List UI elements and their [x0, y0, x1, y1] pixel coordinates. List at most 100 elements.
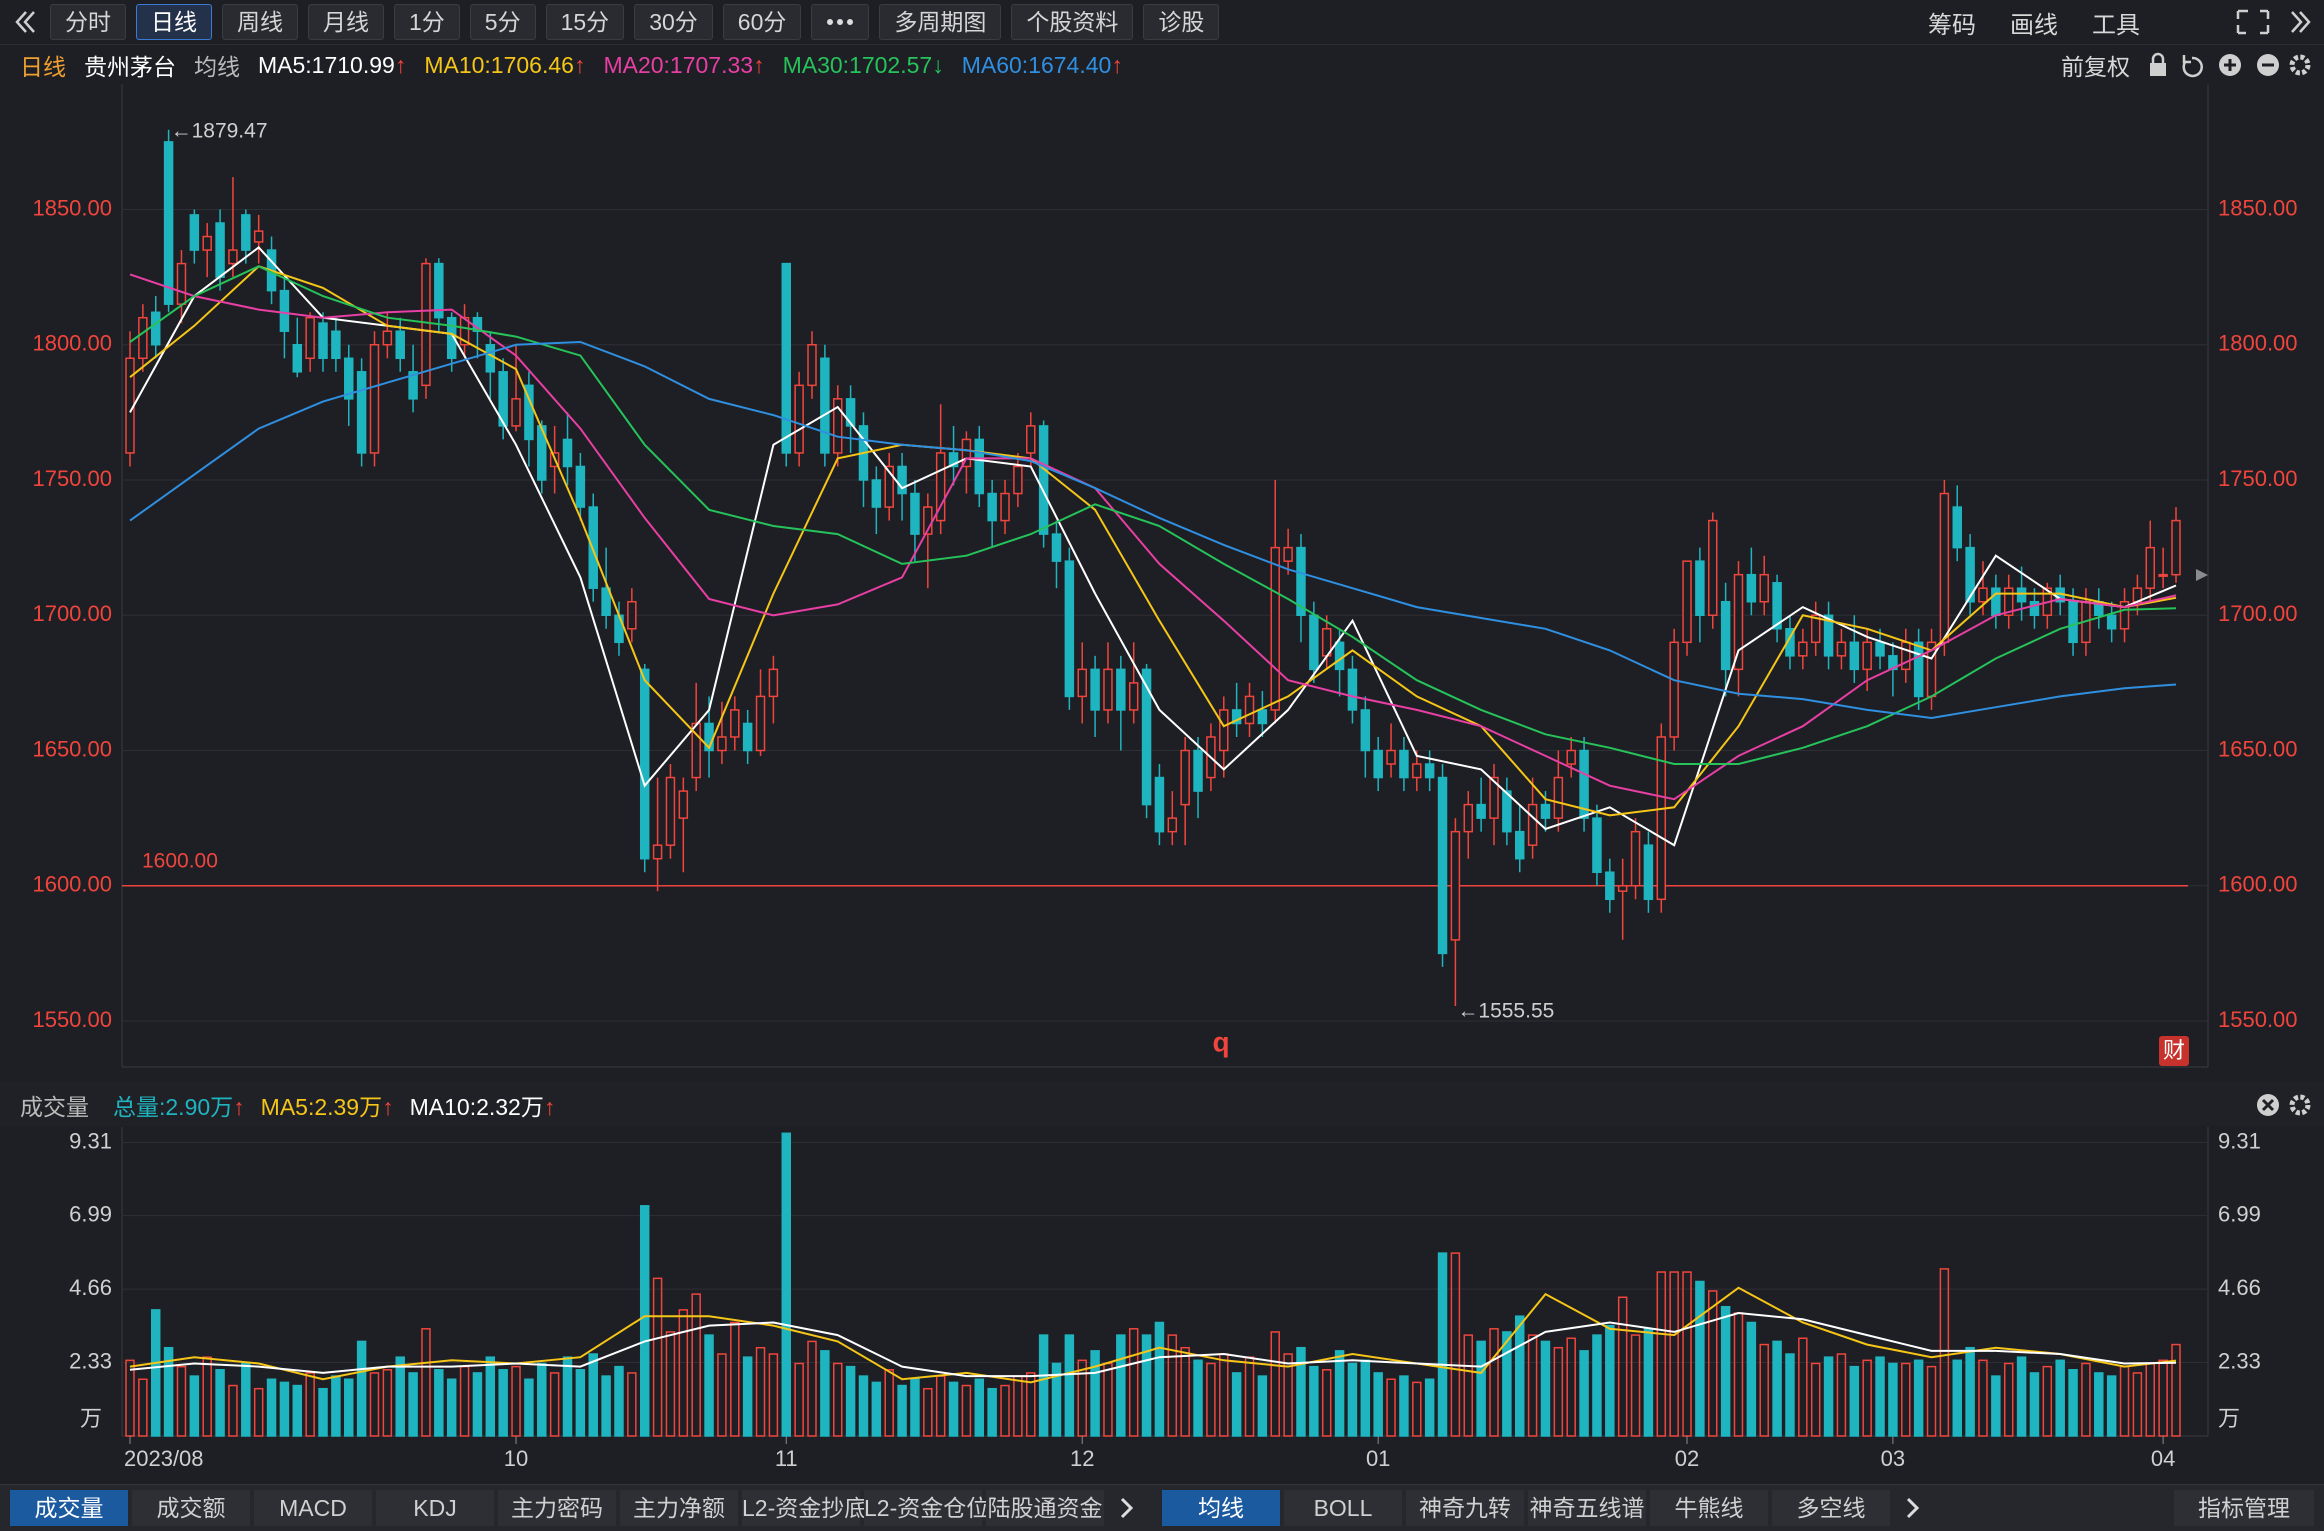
indicator-tab[interactable]: 主力密码 — [498, 1490, 616, 1526]
volume-bar — [974, 1378, 985, 1437]
window-icons[interactable] — [2174, 0, 2324, 44]
candle-body — [1450, 830, 1461, 941]
legend-right: 前复权 — [2061, 46, 2314, 84]
adjust-mode[interactable]: 前复权 — [2061, 54, 2130, 80]
x-tick-label: 01 — [1366, 1446, 1390, 1471]
indicator-tab[interactable]: 牛熊线 — [1650, 1490, 1768, 1526]
legend-trend: ↑ — [394, 51, 407, 78]
candle-body — [1849, 641, 1860, 671]
candle-body — [305, 316, 315, 360]
indicator-tab[interactable]: KDJ — [376, 1490, 494, 1526]
period-button[interactable]: 周线 — [222, 4, 298, 40]
indicator-tab[interactable]: 均线 — [1162, 1490, 1280, 1526]
indicator-tab[interactable]: L2-资金仓位 — [864, 1490, 989, 1526]
indicator-tab[interactable]: 成交量 — [10, 1490, 128, 1526]
volume-bar — [498, 1369, 508, 1437]
candle-body — [1257, 709, 1268, 725]
back-icon[interactable] — [0, 0, 50, 44]
candle-body — [652, 844, 663, 860]
indicator-tab[interactable]: 陆股通资金 — [986, 1490, 1104, 1526]
candle-body — [601, 587, 611, 617]
volume-bar — [1450, 1252, 1461, 1437]
candle-body — [1875, 641, 1885, 657]
volume-bar — [1862, 1359, 1872, 1437]
more-button[interactable] — [811, 4, 870, 40]
indicator-tab[interactable]: L2-资金抄底 — [742, 1490, 867, 1526]
volume-bar — [163, 1346, 174, 1437]
volume-bar — [1257, 1375, 1268, 1437]
y2-tick-label: 1600.00 — [2218, 872, 2298, 897]
indicator-tab[interactable]: 神奇九转 — [1406, 1490, 1524, 1526]
period-button[interactable]: 15分 — [545, 4, 625, 40]
tool-button[interactable]: 个股资料 — [1011, 4, 1134, 40]
volume-bar — [2132, 1372, 2143, 1437]
tool-button[interactable]: 诊股 — [1143, 4, 1220, 40]
right-tool[interactable]: 工具 — [2092, 11, 2140, 39]
volume-bar — [1038, 1334, 1049, 1437]
candle-body — [1630, 830, 1641, 887]
volume-bar — [1952, 1359, 1962, 1437]
volume-legend-icons[interactable] — [2254, 1086, 2314, 1124]
candle-body — [1360, 709, 1371, 752]
candle-body — [1617, 885, 1628, 892]
candle-body — [1219, 709, 1229, 752]
candle-body — [948, 452, 959, 468]
candle-body — [1656, 736, 1667, 901]
candle-body — [974, 438, 985, 495]
volume-bar — [1926, 1365, 1937, 1437]
candle-body — [2171, 519, 2181, 576]
legend-trend: ↑ — [753, 51, 765, 78]
candle-body — [1836, 641, 1847, 657]
candle-body — [807, 344, 817, 387]
indicator-tab[interactable]: MACD — [254, 1490, 372, 1526]
volume-bar — [2003, 1362, 2014, 1437]
candle-body — [1347, 668, 1358, 711]
vol-tick-label: 2.33 — [69, 1348, 112, 1373]
indicator-manage[interactable]: 指标管理 — [2174, 1490, 2314, 1526]
volume-bar — [1617, 1296, 1628, 1437]
x-tick-label: 03 — [1881, 1446, 1905, 1471]
period-button[interactable]: 分时 — [50, 4, 126, 40]
min-label: ←1555.55 — [1457, 1000, 1554, 1023]
right-tool[interactable]: 画线 — [2010, 11, 2058, 39]
indicator-tab[interactable]: 神奇五线谱 — [1528, 1490, 1646, 1526]
volume-bar — [1527, 1334, 1538, 1437]
period-button[interactable]: 5分 — [469, 4, 536, 40]
volume-bar — [1746, 1321, 1757, 1437]
volume-bar — [1785, 1353, 1795, 1437]
candle-body — [150, 311, 161, 346]
candle-body — [1605, 871, 1615, 901]
tool-button[interactable]: 多周期图 — [879, 4, 1002, 40]
period-button[interactable]: 1分 — [394, 4, 460, 40]
x-tick-label: 10 — [504, 1446, 528, 1471]
candle-body — [1489, 776, 1499, 819]
candle-body — [1901, 641, 1911, 671]
period-button[interactable]: 60分 — [722, 4, 802, 40]
volume-bar — [1514, 1315, 1525, 1437]
legend-icons[interactable] — [2144, 46, 2314, 84]
indicator-tab[interactable]: 成交额 — [132, 1490, 250, 1526]
candle-body — [575, 465, 586, 508]
volume-bar — [1901, 1362, 1911, 1437]
period-button[interactable]: 30分 — [634, 4, 713, 40]
tab-next-left[interactable] — [1108, 1485, 1148, 1531]
tab-next-right[interactable] — [1894, 1485, 1934, 1531]
indicator-tab[interactable]: 多空线 — [1772, 1490, 1890, 1526]
volume-bar — [241, 1362, 251, 1437]
candle-body — [1283, 546, 1293, 562]
period-button[interactable]: 日线 — [136, 4, 212, 40]
indicator-tab[interactable]: BOLL — [1284, 1490, 1402, 1526]
volume-bar — [305, 1372, 315, 1437]
period-button[interactable]: 月线 — [308, 4, 384, 40]
volume-bar — [768, 1353, 779, 1437]
candle-body — [408, 371, 418, 400]
right-tool[interactable]: 筹码 — [1928, 11, 1976, 39]
volume-legend-name: MA10:2.32万 — [409, 1094, 544, 1120]
vol-y2-tick-label: 9.31 — [2218, 1128, 2261, 1153]
reference-label: 1600.00 — [142, 849, 218, 872]
volume-bar — [1836, 1353, 1847, 1437]
indicator-tab[interactable]: 主力净额 — [620, 1490, 738, 1526]
volume-bar — [1991, 1375, 2001, 1437]
candle-body — [1000, 492, 1010, 522]
candle-body — [1463, 803, 1474, 833]
